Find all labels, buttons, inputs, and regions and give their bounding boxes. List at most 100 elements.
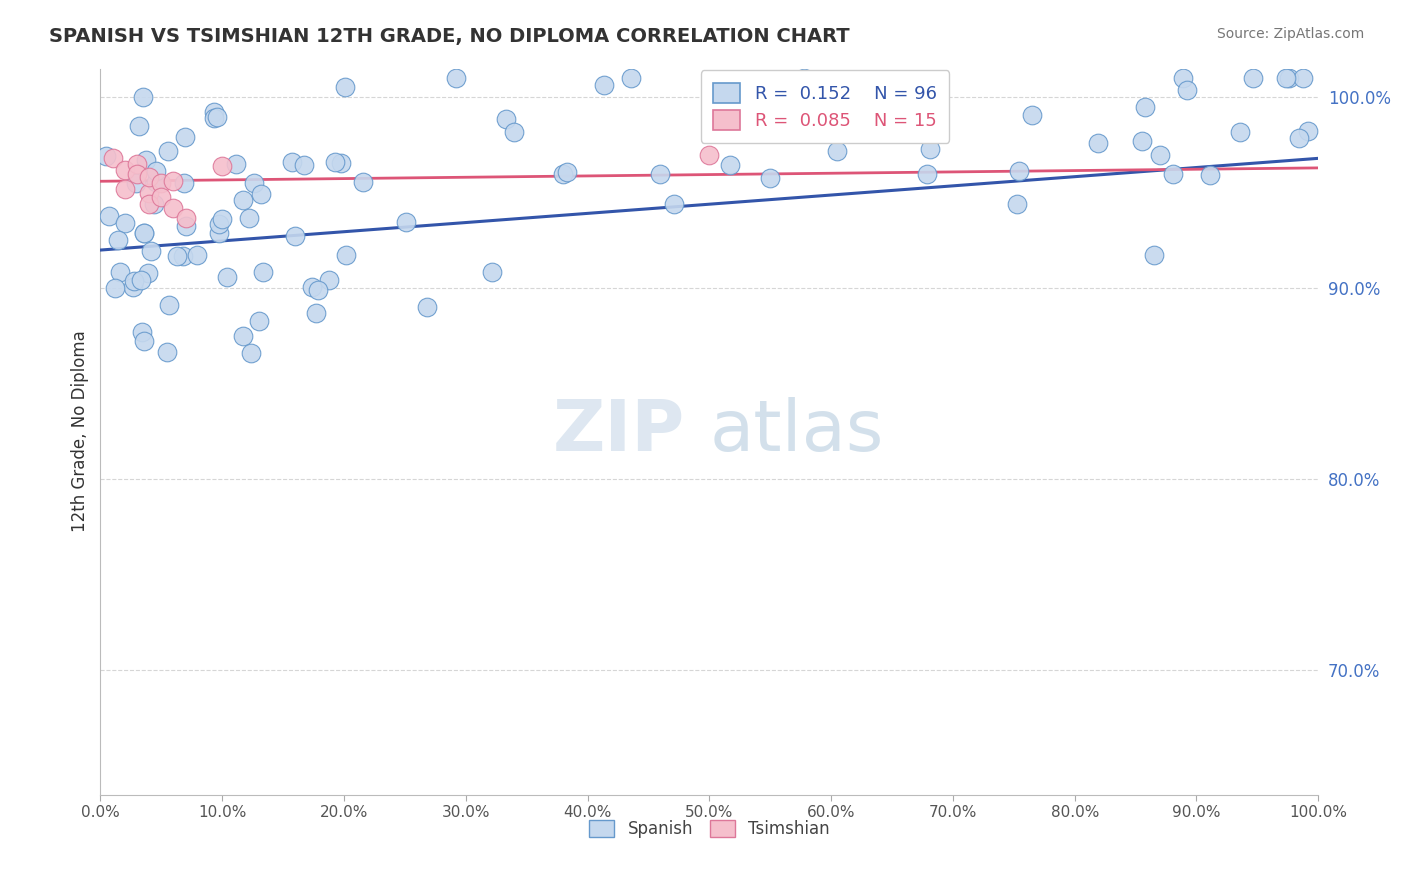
Point [172,249,194,263]
Point [232,329,254,343]
Point [132,90,155,104]
Point [250,187,273,202]
Point [592,78,614,92]
Point [444,71,467,86]
Point [107,233,129,247]
Text: atlas: atlas [709,397,884,467]
Point [128,119,150,133]
Point [202,111,225,125]
Point [1241,71,1264,86]
Point [1161,167,1184,181]
Point [157,298,180,312]
Point [94,149,117,163]
Point [662,196,685,211]
Point [166,250,188,264]
Point [415,300,437,314]
Point [252,265,274,279]
Point [551,167,574,181]
Point [162,174,184,188]
Point [307,283,329,297]
Point [1175,83,1198,97]
Point [318,272,340,286]
Point [495,112,517,127]
Point [620,71,643,86]
Point [125,157,148,171]
Point [395,215,418,229]
Legend: Spanish, Tsimshian: Spanish, Tsimshian [582,813,837,845]
Point [211,211,233,226]
Point [122,280,145,294]
Point [125,167,148,181]
Point [208,226,231,240]
Point [323,155,346,169]
Point [156,145,179,159]
Point [114,216,136,230]
Point [135,153,157,167]
Point [1229,125,1251,139]
Point [150,176,173,190]
Point [1278,71,1301,86]
Text: Source: ZipAtlas.com: Source: ZipAtlas.com [1216,27,1364,41]
Point [305,306,328,320]
Point [142,197,165,211]
Text: SPANISH VS TSIMSHIAN 12TH GRADE, NO DIPLOMA CORRELATION CHART: SPANISH VS TSIMSHIAN 12TH GRADE, NO DIPL… [49,27,849,45]
Point [718,158,741,172]
Point [138,186,160,200]
Point [284,229,307,244]
Point [141,244,163,258]
Point [329,156,352,170]
Point [97,210,120,224]
Point [156,344,179,359]
Point [132,334,155,348]
Text: ZIP: ZIP [553,397,685,467]
Point [202,105,225,120]
Point [292,158,315,172]
Point [1021,108,1043,122]
Point [125,176,148,190]
Point [1198,168,1220,182]
Point [205,110,228,124]
Point [174,130,197,145]
Point [131,325,153,339]
Point [138,170,160,185]
Point [281,154,304,169]
Point [138,266,160,280]
Point [481,265,503,279]
Point [1288,130,1310,145]
Point [186,248,208,262]
Point [555,165,578,179]
Point [827,144,849,158]
Point [1087,136,1109,150]
Point [793,71,815,86]
Point [174,211,197,225]
Point [150,189,173,203]
Point [650,167,672,181]
Point [132,226,155,240]
Point [1296,124,1319,138]
Point [1130,134,1153,148]
Y-axis label: 12th Grade, No Diploma: 12th Grade, No Diploma [72,331,89,533]
Point [208,217,231,231]
Point [759,171,782,186]
Point [1135,100,1157,114]
Point [1275,71,1298,86]
Point [502,125,524,139]
Point [211,159,233,173]
Point [145,176,167,190]
Point [301,280,323,294]
Point [145,164,167,178]
Point [101,152,124,166]
Point [225,156,247,170]
Point [920,143,942,157]
Point [249,313,271,327]
Point [1007,196,1029,211]
Point [1171,71,1194,86]
Point [1149,148,1171,162]
Point [162,201,184,215]
Point [108,265,131,279]
Point [915,167,938,181]
Point [173,177,195,191]
Point [232,193,254,207]
Point [243,176,266,190]
Point [1292,71,1315,86]
